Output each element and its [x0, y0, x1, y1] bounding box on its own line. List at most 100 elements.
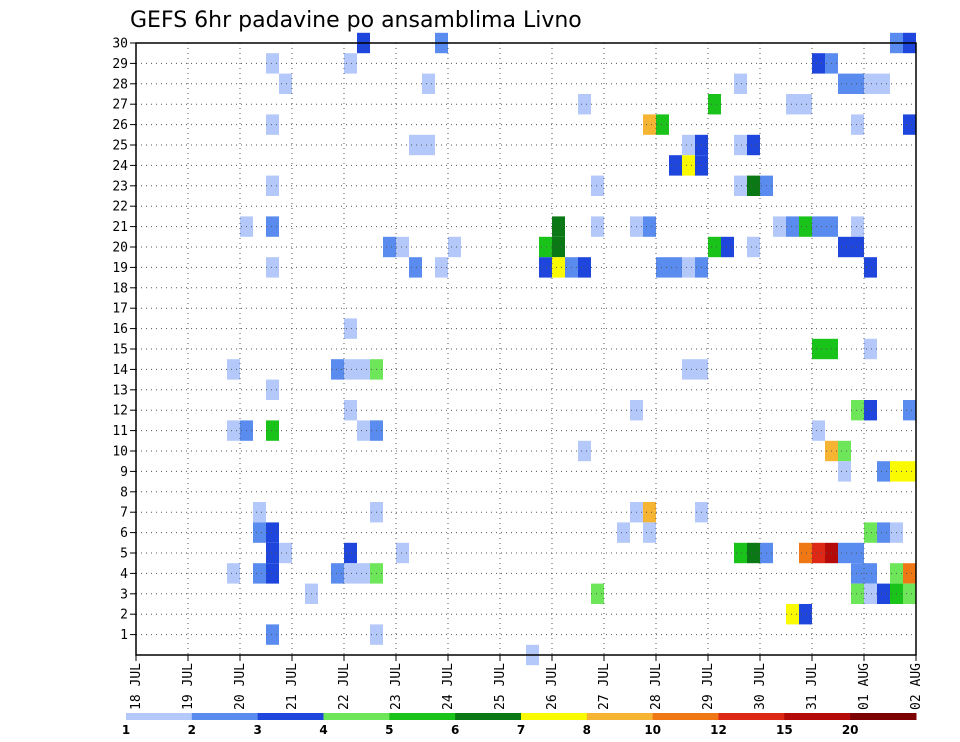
- heatmap-cell: [669, 257, 682, 278]
- y-tick-label: 7: [120, 506, 128, 521]
- heatmap-cell: [266, 53, 279, 74]
- x-tick-label: 25 JUL: [493, 663, 508, 710]
- heatmap-cell: [266, 257, 279, 278]
- colorbar-label: 7: [517, 723, 525, 737]
- heatmap-cell: [227, 420, 240, 441]
- heatmap-cell: [552, 236, 565, 258]
- colorbar-label: 15: [776, 723, 793, 737]
- x-tick-label: 29 JUL: [701, 663, 716, 710]
- x-tick-label: 31 JUL: [805, 663, 820, 710]
- heatmap-cell: [344, 318, 357, 339]
- heatmap-cell: [812, 542, 825, 564]
- heatmap-cell: [266, 542, 279, 564]
- heatmap-cell: [578, 257, 591, 278]
- heatmap-cell: [396, 542, 409, 564]
- colorbar-label: 6: [451, 723, 459, 737]
- heatmap-cell: [838, 440, 851, 462]
- colorbar-label: 1: [122, 723, 130, 737]
- heatmap-cell: [643, 502, 656, 523]
- heatmap-cell: [851, 73, 864, 94]
- heatmap-cell: [708, 94, 721, 115]
- x-tick-label: 18 JUL: [129, 663, 144, 710]
- heatmap-cell: [409, 257, 422, 278]
- y-axis: 1234567891011121314151617181920212223242…: [112, 37, 136, 643]
- heatmap-cell: [643, 216, 656, 237]
- heatmap-cell: [812, 216, 825, 237]
- heatmap-cell: [877, 583, 890, 604]
- heatmap-cell: [877, 73, 890, 94]
- colorbar-swatch: [257, 713, 324, 720]
- colorbar: 1 2 3 4 5 6 7 8 10 12 15 20: [122, 713, 917, 737]
- heatmap-cell: [344, 53, 357, 74]
- x-tick-label: 30 JUL: [753, 663, 768, 710]
- heatmap-cell: [266, 522, 279, 543]
- y-tick-label: 9: [120, 465, 128, 480]
- heatmap-cell: [851, 236, 864, 258]
- colorbar-label: 20: [842, 723, 859, 737]
- x-tick-label: 22 JUL: [337, 663, 352, 710]
- heatmap-cell: [877, 522, 890, 543]
- heatmap-cell: [357, 359, 370, 380]
- y-tick-label: 13: [112, 383, 128, 398]
- heatmap-cell: [903, 400, 916, 421]
- heatmap-cell: [786, 216, 799, 237]
- colorbar-swatch: [521, 713, 588, 720]
- heatmap-cell: [357, 420, 370, 441]
- y-tick-label: 18: [112, 281, 128, 296]
- heatmap-cell: [734, 134, 747, 156]
- y-tick-label: 25: [112, 139, 128, 154]
- y-tick-label: 3: [120, 587, 128, 602]
- heatmap-cell: [552, 216, 565, 237]
- x-tick-label: 21 JUL: [285, 663, 300, 710]
- x-tick-label: 19 JUL: [181, 663, 196, 710]
- heatmap-cell: [253, 563, 266, 584]
- colorbar-swatch: [126, 713, 193, 720]
- heatmap-cell: [864, 257, 877, 278]
- heatmap-cell: [266, 379, 279, 400]
- y-tick-label: 15: [112, 343, 128, 358]
- colorbar-label: 12: [710, 723, 727, 737]
- heatmap-cell: [656, 114, 669, 135]
- heatmap-cells: [227, 32, 916, 666]
- heatmap-cell: [864, 400, 877, 421]
- heatmap-cell: [747, 542, 760, 564]
- heatmap-cell: [903, 563, 916, 584]
- heatmap-cell: [266, 563, 279, 584]
- heatmap-cell: [383, 236, 396, 258]
- heatmap-cell: [708, 236, 721, 258]
- heatmap-cell: [227, 563, 240, 584]
- heatmap-cell: [266, 216, 279, 237]
- heatmap-cell: [721, 236, 734, 258]
- y-tick-label: 4: [120, 567, 128, 582]
- heatmap-cell: [734, 542, 747, 564]
- y-tick-label: 26: [112, 118, 128, 133]
- y-tick-label: 27: [112, 98, 128, 113]
- heatmap-cell: [643, 522, 656, 543]
- y-tick-label: 23: [112, 179, 128, 194]
- y-tick-label: 24: [112, 159, 128, 174]
- heatmap-cell: [812, 53, 825, 74]
- heatmap-cell: [344, 359, 357, 380]
- heatmap-cell: [864, 522, 877, 543]
- x-tick-label: 26 JUL: [545, 663, 560, 710]
- heatmap-cell: [838, 73, 851, 94]
- heatmap-cell: [903, 114, 916, 135]
- y-tick-label: 16: [112, 322, 128, 337]
- heatmap-cell: [253, 522, 266, 543]
- heatmap-cell: [851, 216, 864, 237]
- colorbar-label: 4: [319, 723, 327, 737]
- heatmap-cell: [747, 175, 760, 196]
- colorbar-label: 3: [253, 723, 261, 737]
- heatmap-cell: [851, 542, 864, 564]
- heatmap-cell: [253, 502, 266, 523]
- x-tick-label: 24 JUL: [441, 663, 456, 710]
- colorbar-swatch: [323, 713, 390, 720]
- colorbar-label: 10: [644, 723, 661, 737]
- heatmap-cell: [851, 583, 864, 604]
- y-tick-label: 8: [120, 485, 128, 500]
- y-tick-label: 10: [112, 445, 128, 460]
- heatmap-cell: [591, 216, 604, 237]
- heatmap-cell: [591, 583, 604, 604]
- y-tick-label: 11: [112, 424, 128, 439]
